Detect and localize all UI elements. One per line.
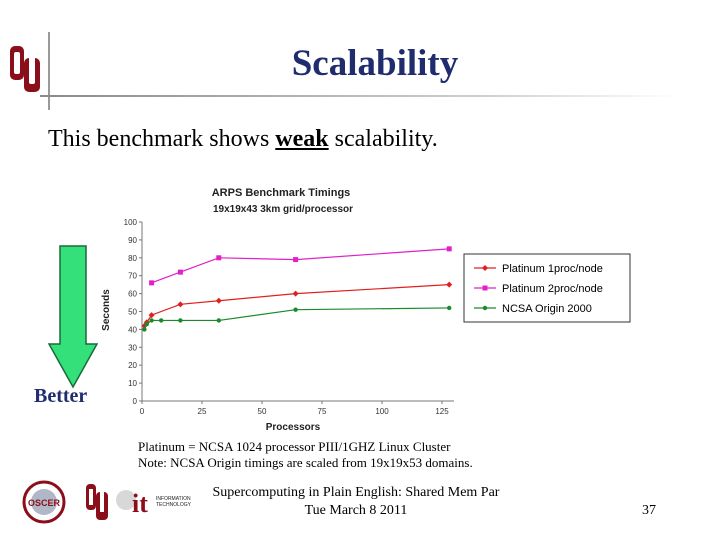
data-point: [292, 290, 299, 297]
legend-label: Platinum 1proc/node: [502, 263, 603, 275]
intro-emphasis: weak: [275, 126, 329, 152]
data-point: [446, 246, 452, 252]
data-point: [142, 327, 147, 332]
chart-notes: Platinum = NCSA 1024 processor PIII/1GHZ…: [138, 439, 473, 471]
data-point: [148, 312, 155, 319]
better-label: Better: [34, 385, 88, 407]
page-number: 37: [642, 503, 656, 518]
svg-text:OSCER: OSCER: [28, 498, 61, 508]
x-tick-label: 50: [258, 407, 267, 416]
data-point: [159, 318, 164, 323]
svg-text:it: it: [132, 489, 148, 518]
benchmark-chart: ARPS Benchmark Timings 19x19x43 3km grid…: [101, 187, 631, 432]
data-point: [177, 269, 183, 275]
footer-line-2: Tue March 8 2011: [304, 503, 408, 518]
legend-label: NCSA Origin 2000: [502, 303, 592, 315]
oscer-logo: OSCER: [22, 480, 66, 524]
x-tick-label: 25: [198, 407, 207, 416]
svg-text:TECHNOLOGY: TECHNOLOGY: [156, 502, 192, 508]
data-point: [177, 301, 184, 308]
y-tick-label: 90: [128, 236, 137, 245]
y-tick-label: 0: [133, 397, 138, 406]
y-tick-label: 20: [128, 361, 137, 370]
note-line-2: Note: NCSA Origin timings are scaled fro…: [138, 455, 473, 470]
x-tick-label: 0: [140, 407, 145, 416]
data-point: [482, 305, 488, 311]
data-point: [446, 281, 453, 288]
chart-title: ARPS Benchmark Timings: [212, 187, 351, 199]
title-vertical-rule: [48, 32, 50, 110]
data-point: [293, 307, 298, 312]
x-tick-label: 125: [435, 407, 449, 416]
data-point: [149, 318, 154, 323]
y-tick-label: 70: [128, 272, 137, 281]
intro-before: This benchmark shows: [48, 126, 276, 152]
series-line-0: [143, 284, 450, 327]
ou-small-logo: [86, 484, 108, 520]
footer-logos: OSCER it INFORMATION TECHNOLOGY: [22, 480, 192, 524]
y-tick-label: 30: [128, 343, 137, 352]
data-point: [216, 318, 221, 323]
series-line-1: [151, 248, 450, 284]
data-point: [216, 255, 222, 261]
data-point: [144, 321, 149, 327]
data-point: [215, 297, 222, 304]
data-point: [482, 285, 488, 291]
intro-text: This benchmark shows weak scalability.: [48, 124, 438, 154]
chart-subtitle: 19x19x43 3km grid/processor: [213, 204, 353, 215]
svg-text:INFORMATION: INFORMATION: [156, 496, 191, 502]
chart-x-axis-label: Processors: [266, 422, 321, 432]
title-horizontal-rule: [40, 95, 680, 97]
footer-text: Supercomputing in Plain English: Shared …: [206, 484, 506, 520]
ou-logo: [10, 46, 40, 92]
data-point: [149, 280, 155, 286]
data-point: [447, 305, 452, 311]
x-tick-label: 75: [318, 407, 327, 416]
chart-y-axis-label: Seconds: [101, 289, 112, 331]
y-tick-label: 50: [128, 308, 137, 317]
data-point: [482, 265, 488, 271]
it-logo: it INFORMATION TECHNOLOGY: [116, 489, 192, 518]
y-tick-label: 40: [128, 325, 137, 334]
intro-after: scalability.: [328, 126, 438, 152]
legend-label: Platinum 2proc/node: [502, 283, 603, 295]
x-tick-label: 100: [375, 407, 389, 416]
slide-title: Scalability: [291, 43, 459, 84]
data-point: [178, 318, 183, 323]
footer-line-1: Supercomputing in Plain English: Shared …: [212, 485, 500, 500]
y-tick-label: 10: [128, 379, 137, 388]
down-arrow-icon: [48, 245, 98, 389]
y-tick-label: 80: [128, 254, 137, 263]
data-point: [293, 257, 299, 263]
y-tick-label: 60: [128, 290, 137, 299]
y-tick-label: 100: [124, 218, 138, 227]
note-line-1: Platinum = NCSA 1024 processor PIII/1GHZ…: [138, 439, 451, 454]
